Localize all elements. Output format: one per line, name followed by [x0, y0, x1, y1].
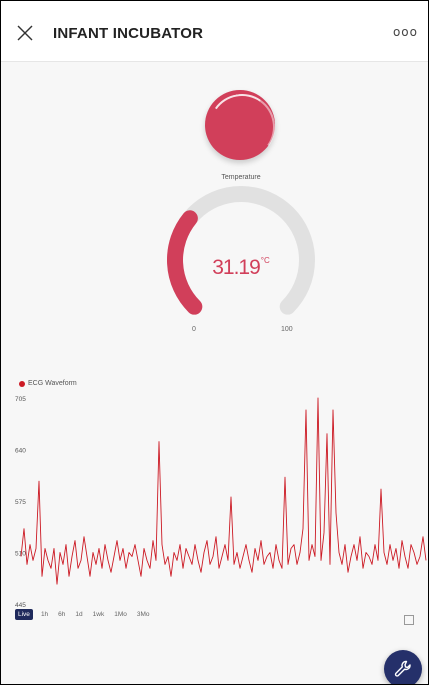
y-tick-label: 575	[15, 499, 26, 506]
y-tick-label: 445	[15, 602, 26, 609]
range-option-1h[interactable]: 1h	[40, 611, 49, 618]
gauge-value: 31.19°C	[191, 256, 291, 280]
range-option-1wk[interactable]: 1wk	[92, 611, 105, 618]
dashboard-content: Temperature 31.19°C 0 100 ECG Waveform 7…	[1, 62, 428, 684]
range-option-1d[interactable]: 1d	[75, 611, 83, 618]
close-icon[interactable]	[15, 23, 35, 43]
range-option-live[interactable]: Live	[15, 609, 33, 620]
gauge-min-label: 0	[192, 326, 196, 333]
settings-fab[interactable]	[384, 650, 422, 684]
gauge-fill	[167, 210, 203, 315]
ecg-chart[interactable]: 705 640 575 510 445	[1, 62, 428, 684]
gauge-value-unit: °C	[260, 256, 270, 265]
time-range-selector: Live 1h 6h 1d 1wk 1Mo 3Mo	[15, 609, 152, 620]
range-option-6h[interactable]: 6h	[58, 611, 66, 618]
more-options-icon[interactable]: ooo	[392, 25, 418, 39]
y-tick-label: 705	[15, 396, 26, 403]
y-tick-label: 510	[15, 551, 26, 558]
legend-label: ECG Waveform	[28, 380, 77, 387]
wrench-icon	[394, 660, 411, 677]
gauge-label: Temperature	[221, 174, 261, 181]
gauge-max-label: 100	[281, 326, 293, 333]
gauge-value-number: 31.19	[212, 256, 261, 279]
range-option-3mo[interactable]: 3Mo	[136, 611, 150, 618]
led-indicator	[203, 88, 281, 166]
page-title: INFANT INCUBATOR	[53, 25, 204, 42]
y-tick-label: 640	[15, 448, 26, 455]
expand-icon[interactable]	[404, 615, 414, 625]
ecg-series-line	[20, 397, 427, 585]
temperature-gauge	[167, 186, 315, 315]
range-option-1mo[interactable]: 1Mo	[114, 611, 127, 618]
legend-dot-icon	[19, 380, 25, 387]
chart-legend[interactable]: ECG Waveform	[19, 380, 77, 387]
header-bar: INFANT INCUBATOR ooo	[1, 1, 428, 62]
